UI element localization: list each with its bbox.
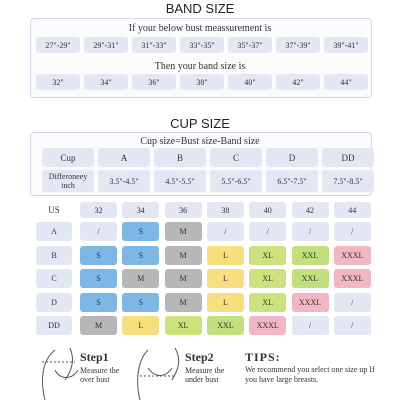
size-cell: XXL: [291, 269, 329, 288]
size-cell: S: [80, 292, 117, 312]
measurement: 35"-37": [228, 37, 272, 53]
band-size: 36": [132, 74, 176, 90]
size-cell: XL: [164, 316, 202, 335]
title: BAND SIZE: [165, 0, 235, 16]
measurement: 31"-33": [132, 37, 176, 53]
size-cell: M: [164, 245, 202, 265]
cup-label: DD: [36, 316, 72, 335]
size-cell: M: [164, 269, 202, 288]
size-cell: M: [164, 292, 202, 312]
intro: If your below bust meassurement is: [128, 22, 272, 34]
difference: 4.5"-5.5": [154, 170, 206, 192]
band: 36: [164, 202, 202, 218]
size-cell: /: [80, 222, 117, 241]
difference: 5.5"-6.5": [210, 170, 262, 192]
step-text: Measure the under bust: [185, 366, 225, 384]
measurement: 29"-31": [84, 37, 128, 53]
result-label: Then your band size is: [154, 60, 246, 72]
size-cell: /: [249, 222, 287, 241]
size-cell: S: [122, 245, 160, 265]
difference: 7.5"-8.5": [322, 170, 374, 192]
size-cell: L: [206, 269, 244, 288]
size-cell: XXXL: [249, 316, 287, 335]
band-size: 42": [276, 74, 320, 90]
measurement: 33"-35": [180, 37, 224, 53]
size-cell: XL: [249, 269, 287, 288]
size-cell: /: [206, 222, 244, 241]
size-cell: XL: [249, 245, 287, 265]
cup-label: B: [36, 245, 72, 265]
size-cell: M: [122, 269, 160, 288]
band: 44: [333, 202, 371, 218]
step-title: Step2: [185, 349, 214, 364]
band: 32: [80, 202, 117, 218]
size-cell: S: [80, 245, 117, 265]
difference: 3.5"-4.5": [98, 170, 150, 192]
size-cell: S: [122, 292, 160, 312]
step-text: Measure the over bust: [80, 366, 120, 384]
measurement: 39"-41": [324, 37, 368, 53]
size-cell: M: [164, 222, 202, 241]
cup-label: C: [36, 269, 72, 288]
size-cell: XXL: [291, 245, 329, 265]
difference-label: Differoneey inch: [42, 170, 94, 192]
band-size: 44": [324, 74, 368, 90]
band: 42: [291, 202, 329, 218]
band-size: 38": [180, 74, 224, 90]
cup-header: Cup: [42, 148, 94, 167]
cup-header: B: [154, 148, 206, 167]
step-title: Step1: [80, 349, 109, 364]
size-cell: /: [333, 316, 371, 335]
size-cell: XXXL: [291, 292, 329, 312]
band-size: 32": [36, 74, 80, 90]
illustrations: [42, 347, 180, 400]
cup-header: D: [266, 148, 318, 167]
band: 40: [249, 202, 287, 218]
size-cell: /: [333, 222, 371, 241]
size-cell: M: [80, 316, 117, 335]
difference: 6.5"-7.5": [266, 170, 318, 192]
size-cell: /: [333, 292, 371, 312]
size-cell: XL: [249, 292, 287, 312]
size-cell: /: [291, 316, 329, 335]
formula: Cup size=Bust size-Band size: [140, 135, 260, 147]
cup-header: A: [98, 148, 150, 167]
cup-header: DD: [322, 148, 374, 167]
size-cell: XXXL: [333, 269, 371, 288]
us-label: US: [48, 205, 60, 215]
size-cell: L: [206, 245, 244, 265]
band-size: 40": [228, 74, 272, 90]
size-cell: /: [291, 222, 329, 241]
size-cell: L: [206, 292, 244, 312]
band-size: 34": [84, 74, 128, 90]
cup-label: D: [36, 292, 72, 312]
band: 34: [122, 202, 160, 218]
measurement: 37"-39": [276, 37, 320, 53]
size-cell: S: [122, 222, 160, 241]
size-cell: S: [80, 269, 117, 288]
tips-title: TIPS:: [245, 349, 281, 364]
title: CUP SIZE: [170, 115, 230, 131]
cup-label: A: [36, 222, 72, 241]
size-cell: XXXL: [333, 245, 371, 265]
cup-header: C: [210, 148, 262, 167]
measurement: 27"-29": [36, 37, 80, 53]
tips-text: We recommend you select one size up If y…: [245, 365, 375, 384]
size-cell: L: [122, 316, 160, 335]
size-cell: XXL: [206, 316, 244, 335]
band: 38: [206, 202, 244, 218]
